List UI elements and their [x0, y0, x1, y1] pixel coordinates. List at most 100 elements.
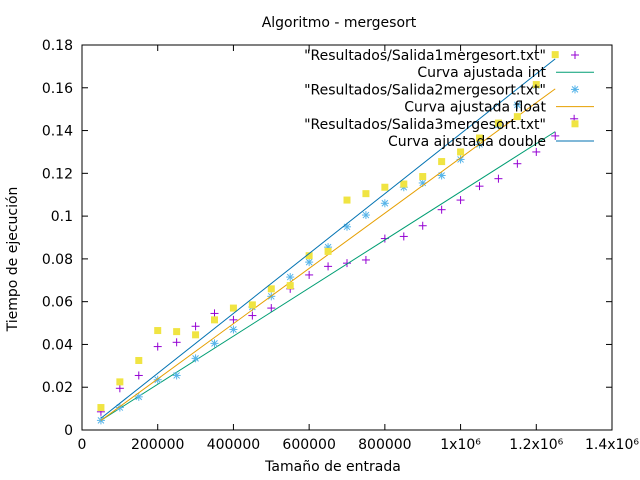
data-point-square — [362, 190, 370, 198]
y-tick-label: 0.1 — [51, 209, 73, 225]
data-point-plus — [437, 205, 446, 214]
data-point-star — [191, 354, 200, 363]
legend-label: Curva ajustada int — [417, 65, 546, 81]
y-tick-label: 0.06 — [42, 295, 73, 311]
x-tick-label: 400000 — [207, 437, 260, 453]
data-point-star — [513, 100, 522, 109]
x-tick-label: 1.4x10⁶ — [585, 437, 639, 453]
data-point-square — [476, 134, 483, 142]
data-point-plus — [229, 315, 238, 324]
data-point-star — [210, 339, 219, 348]
data-point-plus — [494, 174, 503, 183]
data-point-plus — [399, 232, 408, 241]
y-tick-label: 0.04 — [42, 337, 73, 353]
legend-item: "Resultados/Salida3mergesort.txt" — [304, 117, 579, 133]
legend-label: Curva ajustada double — [388, 134, 546, 150]
fit-line — [100, 131, 556, 421]
data-point-square — [305, 252, 313, 260]
data-point-star — [286, 273, 295, 282]
legend-label: "Resultados/Salida3mergesort.txt" — [304, 117, 546, 133]
data-point-star — [172, 371, 181, 380]
data-point-plus — [343, 259, 351, 268]
data-point-square — [267, 285, 275, 293]
data-point-square — [551, 51, 559, 59]
data-point-star — [571, 85, 579, 94]
data-point-plus — [571, 51, 579, 59]
y-axis: 0 0.02 0.04 0.06 0.08 0.1 0.12 0.14 0.16 0.18 — [42, 38, 612, 439]
data-point-square — [400, 180, 408, 188]
data-point-square — [438, 158, 446, 166]
x-tick-label: 0 — [78, 437, 87, 453]
x-axis: 0 200000 400000 600000 800000 1x10⁶ 1.2x10⁶ 1.4… — [78, 45, 639, 453]
data-point-plus — [267, 304, 276, 313]
data-point-square — [457, 148, 465, 156]
y-tick-label: 0.14 — [42, 124, 73, 140]
data-point-star — [380, 199, 389, 208]
x-tick-label: 1.2x10⁶ — [509, 437, 563, 453]
legend-item: Curva ajustada float — [404, 100, 594, 116]
data-point-square — [571, 120, 579, 128]
fit-line — [100, 58, 556, 419]
legend-label: "Resultados/Salida2mergesort.txt" — [304, 82, 546, 98]
series-layer — [96, 51, 579, 425]
legend-item: Curva ajustada double — [388, 134, 594, 150]
data-point-star — [305, 258, 314, 267]
legend: "Resultados/Salida1mergesort.txt"Curva a… — [304, 48, 594, 150]
data-point-square — [173, 328, 181, 336]
data-point-square — [381, 183, 389, 191]
y-tick-label: 0.08 — [42, 252, 73, 268]
data-point-plus — [134, 371, 143, 380]
data-point-plus — [115, 384, 124, 393]
y-tick-label: 0.18 — [42, 38, 73, 54]
data-point-square — [513, 113, 521, 121]
legend-item: "Resultados/Salida1mergesort.txt" — [304, 48, 579, 64]
data-point-square — [532, 81, 540, 89]
data-point-plus — [191, 322, 200, 331]
series-2 — [100, 131, 556, 421]
plot-area — [81, 44, 613, 431]
data-point-square — [229, 304, 237, 312]
x-axis-label: Tamaño de entrada — [264, 459, 401, 475]
data-point-square — [494, 119, 502, 127]
data-point-plus — [456, 196, 465, 205]
data-point-square — [324, 247, 332, 255]
data-point-square — [343, 196, 351, 204]
data-point-plus — [153, 342, 162, 351]
y-tick-label: 0.12 — [42, 166, 73, 182]
legend-label: Curva ajustada float — [404, 100, 546, 116]
y-tick-label: 0.16 — [42, 81, 73, 97]
data-point-plus — [418, 221, 427, 230]
data-point-square — [154, 327, 162, 335]
y-tick-label: 0.02 — [42, 380, 73, 396]
data-point-star — [437, 171, 446, 180]
data-point-plus — [172, 338, 181, 347]
legend-item: "Resultados/Salida2mergesort.txt" — [304, 82, 579, 98]
x-tick-label: 800000 — [358, 437, 411, 453]
data-point-square — [116, 378, 124, 386]
data-point-plus — [305, 270, 314, 279]
data-point-star — [229, 325, 238, 334]
data-point-square — [248, 301, 256, 309]
data-point-plus — [532, 147, 541, 156]
x-tick-label: 600000 — [282, 437, 335, 453]
x-tick-label: 1x10⁶ — [440, 437, 481, 453]
y-tick-label: 0 — [64, 423, 73, 439]
x-tick-label: 200000 — [131, 437, 184, 453]
data-point-plus — [475, 182, 484, 191]
data-point-square — [97, 404, 105, 412]
data-point-plus — [324, 262, 333, 271]
data-point-square — [419, 173, 427, 181]
chart-title: Algoritmo - mergesort — [262, 15, 417, 31]
series-6 — [100, 58, 556, 419]
data-point-star — [134, 392, 143, 401]
data-point-star — [361, 211, 370, 220]
data-point-plus — [248, 311, 257, 320]
data-point-plus — [513, 159, 522, 168]
data-point-plus — [210, 309, 219, 318]
legend-item: Curva ajustada int — [417, 65, 594, 81]
series-5 — [97, 51, 559, 412]
data-point-square — [135, 356, 143, 364]
plot-border — [81, 44, 613, 431]
data-point-square — [286, 282, 294, 290]
